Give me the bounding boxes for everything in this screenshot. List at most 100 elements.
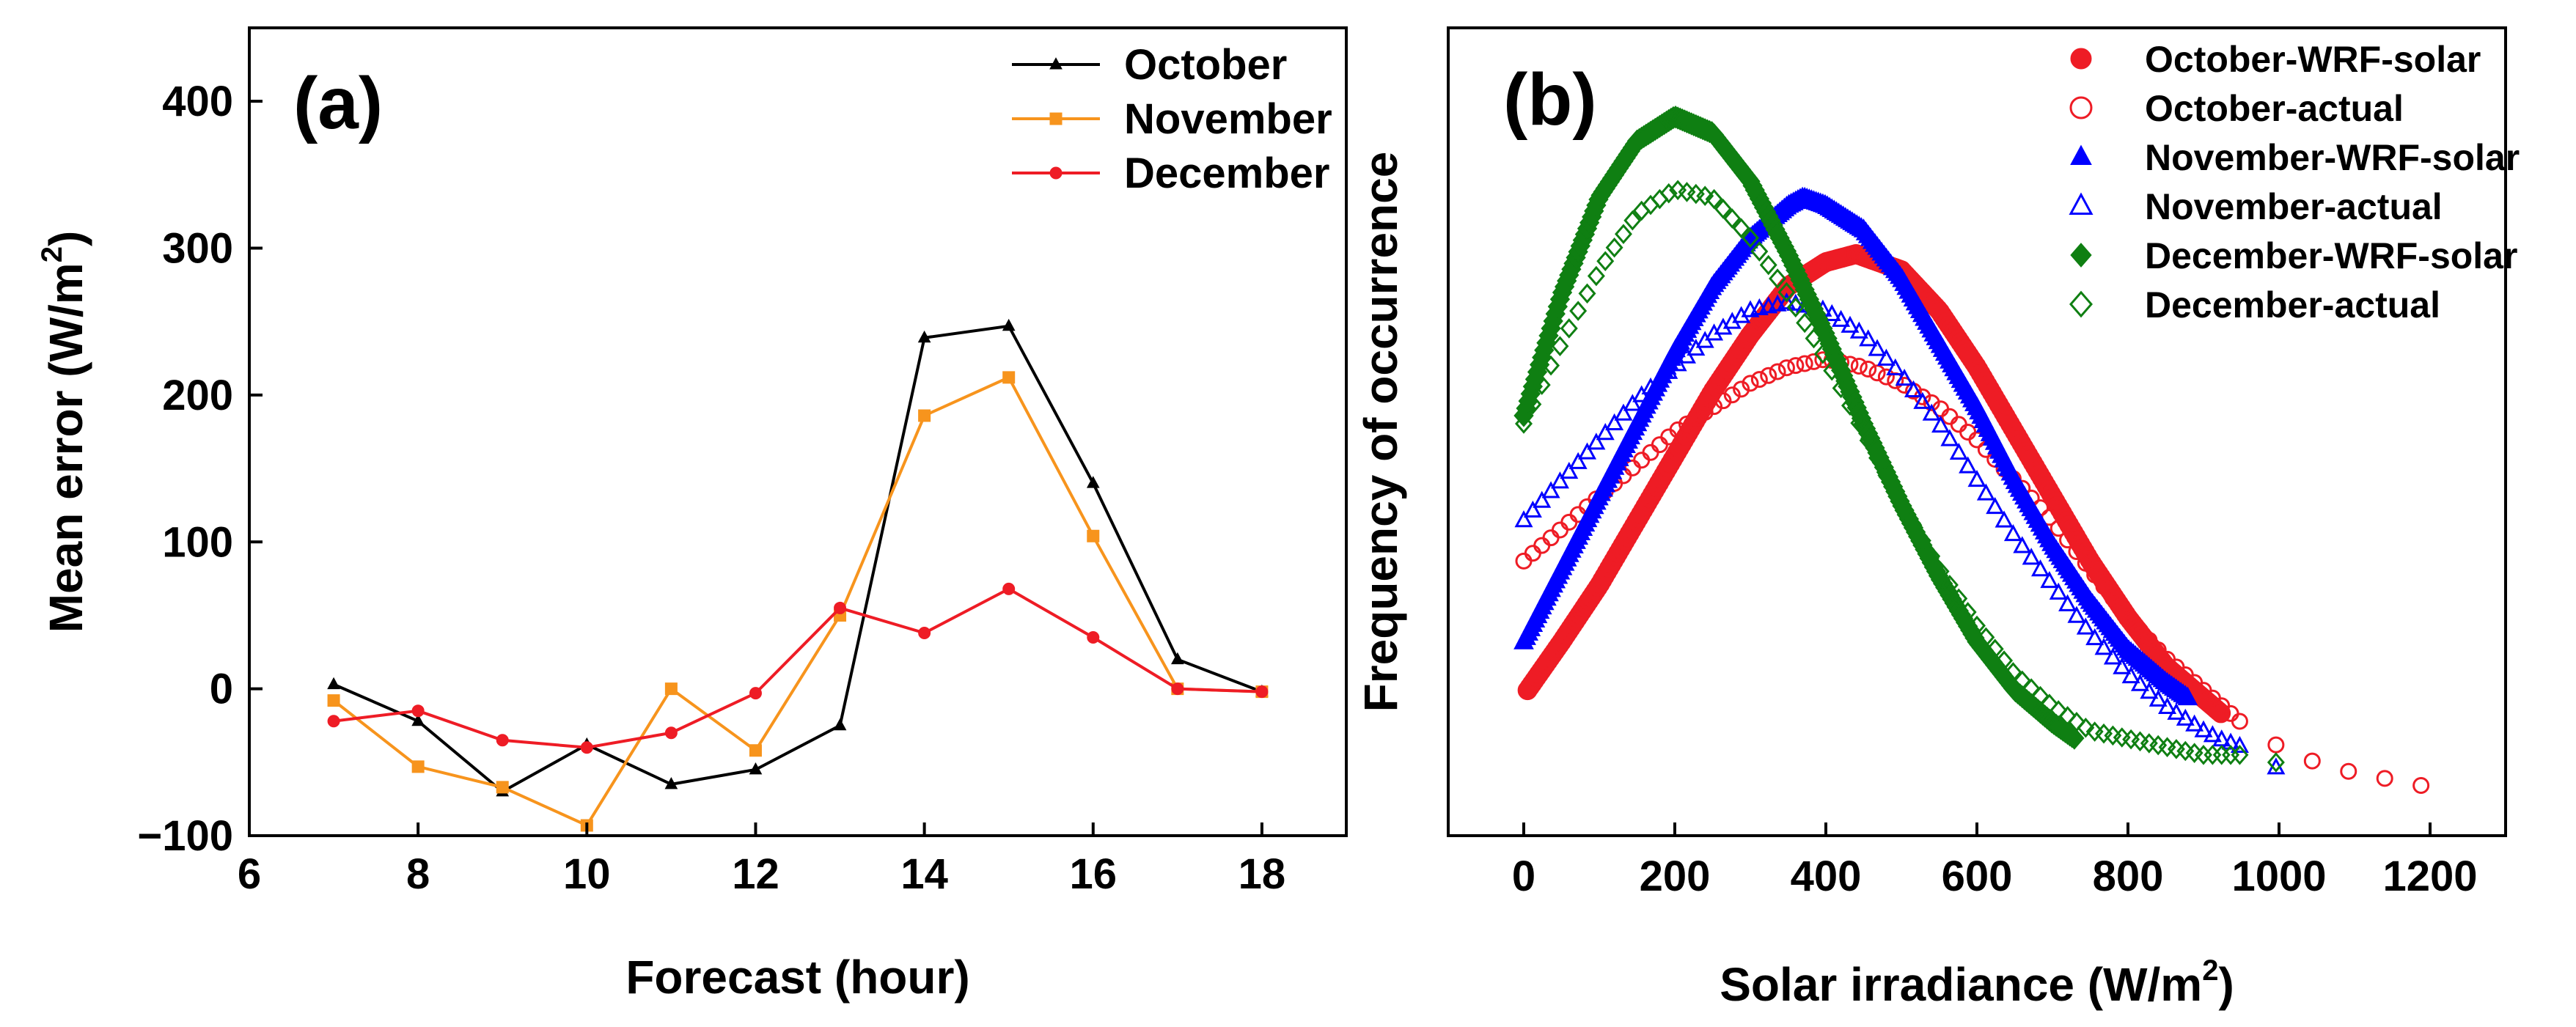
panel-b-point-october-actual — [1742, 375, 1759, 392]
panel-b-point-october-actual — [2068, 543, 2085, 561]
panel-a-series-line-november — [332, 375, 1262, 828]
panel-a-legend-marker-december — [1049, 166, 1063, 180]
panel-a-point-november — [496, 781, 509, 794]
panel-a-point-october — [917, 330, 931, 343]
panel-b-point-october-actual — [1769, 363, 1786, 380]
panel-b-point-december-actual — [1524, 394, 1542, 415]
panel-a-point-november — [749, 744, 762, 757]
panel-b-point-november-actual — [2031, 559, 2050, 577]
panel-a-point-november — [918, 409, 931, 422]
panel-b-legend-label-november-wrf-solar: November-WRF-solar — [2145, 137, 2520, 178]
panel-b-point-november-actual — [2121, 666, 2140, 684]
panel-b-point-november-actual — [1895, 368, 1914, 386]
panel-a-series-line-october — [333, 324, 1263, 794]
panel-b-x-tick-label: 600 — [1942, 853, 2013, 900]
panel-b-point-november-actual — [1931, 415, 1951, 433]
panel-b-point-october-actual — [1850, 358, 1868, 375]
panel-b-point-november-actual — [1596, 423, 1615, 441]
panel-a-point-december — [580, 741, 593, 754]
panel-b-legend: October-WRF-solar October-actual November-… — [2069, 39, 2520, 325]
panel-b-point-november-actual — [2113, 657, 2132, 674]
panel-b-legend-label-november-actual: November-actual — [2145, 186, 2443, 227]
panel-b-point-december-actual — [2077, 717, 2095, 738]
panel-b-point-december-wrf-solar — [2064, 726, 2085, 750]
panel-b-point-october-actual — [1796, 355, 1813, 372]
panel-a-point-october — [1002, 318, 1016, 331]
panel-b-point-november-actual — [2094, 638, 2113, 655]
panel-a-x-tick-label: 16 — [1070, 850, 1118, 898]
panel-a-point-december — [1002, 582, 1016, 595]
panel-b-point-october-actual — [2050, 520, 2067, 537]
panel-b-point-november-actual — [2040, 570, 2059, 589]
panel-b-point-december-actual — [1623, 210, 1642, 231]
panel-b-legend-label-december-actual: December-actual — [2145, 284, 2440, 325]
panel-a-point-december — [1171, 682, 1184, 696]
panel-b-legend-label-october-wrf-solar: October-WRF-solar — [2145, 39, 2481, 80]
panel-b-point-november-actual — [2130, 674, 2149, 691]
panel-b-point-december-actual — [2031, 685, 2050, 707]
panel-b-point-december-actual — [2013, 670, 2031, 691]
panel-b-point-november-actual — [1568, 452, 1588, 469]
panel-b-point-october-actual — [1696, 404, 1714, 422]
panel-b-point-november-actual — [1849, 321, 1868, 339]
panel-b-point-december-actual — [1578, 283, 1596, 304]
panel-b-point-october-actual — [2086, 566, 2104, 584]
panel-a-point-december — [411, 704, 425, 718]
panel-b-point-december-actual — [1696, 185, 1714, 207]
panel-b-point-november-actual — [1967, 469, 1986, 487]
panel-b-point-november-actual — [2049, 582, 2068, 600]
panel-a-point-december — [749, 687, 762, 700]
panel-b-point-october-actual — [1750, 371, 1768, 389]
panel-b-point-october-actual — [1877, 368, 1895, 386]
panel-b-point-november-actual — [1560, 461, 1579, 479]
panel-b-point-november-actual — [2167, 702, 2186, 720]
panel-a-point-october — [664, 777, 678, 789]
panel-b-point-november-actual — [1605, 413, 1624, 430]
panel-b-point-october-actual — [2095, 578, 2113, 595]
panel-a-y-tick-label: 200 — [162, 372, 233, 419]
panel-b-point-october-actual — [2059, 531, 2077, 549]
panel-b-point-december-actual — [1813, 343, 1832, 364]
panel-a-x-tick-label: 6 — [238, 850, 261, 898]
panel-a-point-october — [327, 677, 340, 690]
panel-b-point-october-actual — [2376, 770, 2393, 787]
panel-a-point-october — [749, 762, 763, 775]
panel-b-point-november-actual — [2221, 732, 2240, 750]
panel-b-point-november-actual — [1876, 348, 1896, 366]
panel-b-point-december-actual — [1904, 515, 1923, 536]
panel-b-point-october-actual — [1760, 367, 1777, 384]
panel-b-point-december-actual — [1805, 328, 1823, 349]
panel-b-point-november-actual — [1550, 471, 1569, 489]
panel-b-point-november-actual — [2076, 617, 2095, 635]
panel-b-point-october-actual — [2412, 776, 2430, 794]
panel-a-point-october — [411, 713, 425, 726]
panel-a-legend: October November December — [1012, 41, 1332, 197]
panel-b-point-october-actual — [1723, 386, 1741, 404]
panel-b-point-october-actual — [1706, 398, 1723, 416]
panel-b-point-december-actual — [1968, 615, 1986, 636]
panel-b-point-december-actual — [1769, 268, 1787, 289]
panel-b-x-tick-label: 200 — [1640, 853, 1711, 900]
panel-b-point-november-actual — [1514, 510, 1533, 528]
panel-a-plot-area — [248, 26, 1348, 837]
panel-b-point-october-actual — [2303, 752, 2321, 770]
panel-b-point-december-actual — [1995, 650, 2014, 671]
panel-a-label: (a) — [293, 62, 383, 144]
panel-b-point-december-actual — [2050, 700, 2068, 721]
panel-a-x-tick-label: 14 — [900, 850, 948, 898]
panel-b-point-november-actual — [1523, 500, 1542, 518]
panel-b-point-december-actual — [1605, 237, 1623, 258]
panel-a-legend-marker-november — [1049, 112, 1063, 125]
panel-a-point-december — [496, 734, 509, 747]
panel-b-point-november-actual — [1777, 292, 1796, 310]
panel-a-y-tick-label: 100 — [162, 518, 233, 566]
panel-b-legend-marker-december-wrf-solar — [2070, 243, 2092, 268]
panel-b-point-december-actual — [1542, 355, 1560, 376]
panel-b-point-november-actual — [1913, 391, 1932, 409]
panel-b: 0 200 400 600 800 1000 1200 (b) Solar irradian… — [1354, 26, 2520, 1011]
panel-b-point-december-actual — [1750, 241, 1769, 262]
panel-b-point-november-actual — [1614, 403, 1633, 421]
panel-a-point-october — [1086, 476, 1100, 488]
panel-b-point-november-actual — [1623, 394, 1642, 411]
panel-b-point-october-actual — [2104, 589, 2121, 607]
